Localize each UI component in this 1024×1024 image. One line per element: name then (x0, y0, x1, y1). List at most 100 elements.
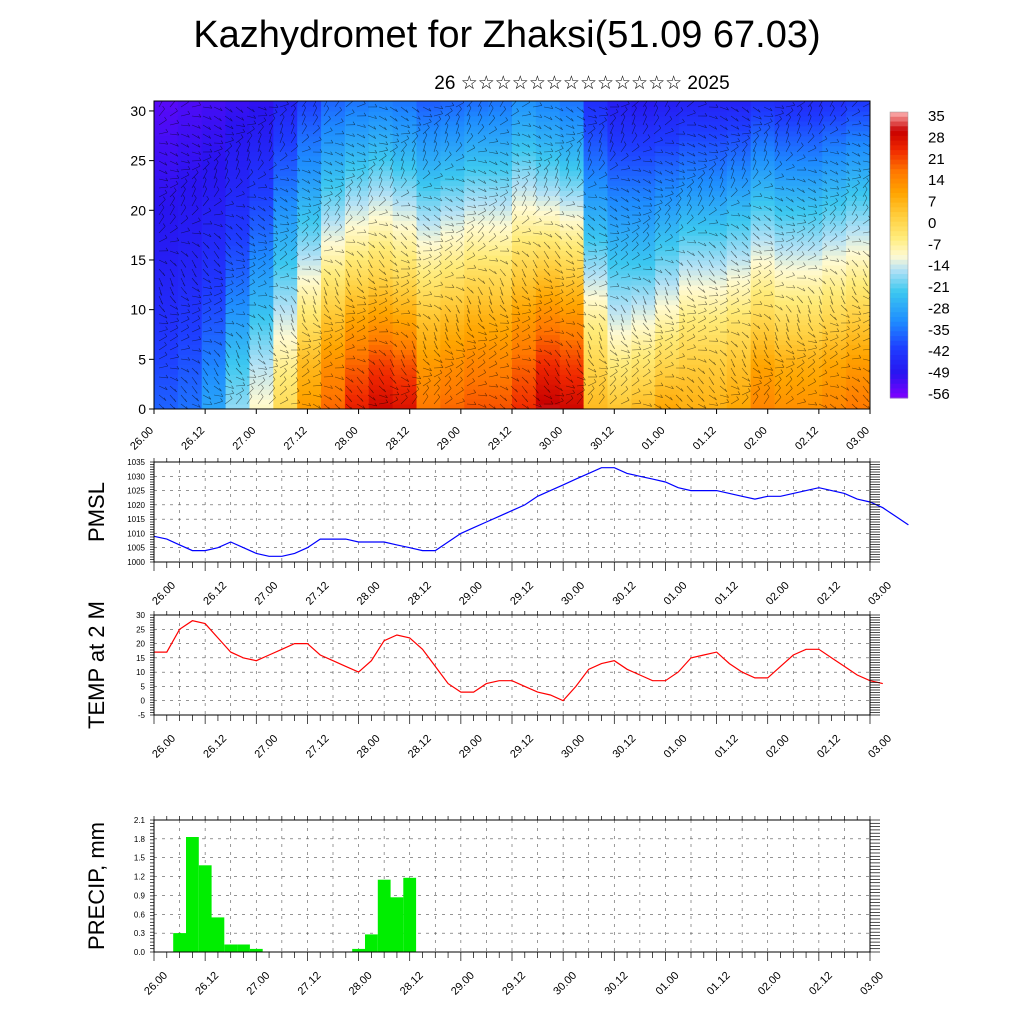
profile-cell (154, 120, 179, 127)
wind-barb (741, 152, 746, 162)
wind-barb-flag (742, 149, 746, 153)
profile-cell (368, 230, 394, 236)
profile-cell (726, 220, 752, 226)
wind-barb-flag (481, 96, 483, 99)
profile-cell (583, 220, 609, 226)
profile-cell (846, 135, 870, 142)
wind-barb (609, 134, 613, 144)
profile-cell (774, 314, 799, 321)
profile-cell (655, 379, 680, 385)
profile-cell (679, 200, 704, 206)
wind-barb-flag (570, 188, 574, 192)
profile-cell (583, 130, 609, 137)
wind-barb (807, 187, 816, 193)
wind-barb-flag (722, 186, 725, 190)
profile-cell (583, 269, 609, 276)
profile-cell (297, 130, 322, 137)
profile-cell (464, 195, 489, 201)
profile-fill (154, 101, 870, 409)
wind-barb-flag (391, 176, 395, 180)
wind-barb (554, 133, 564, 138)
wind-barb-flag (725, 126, 728, 131)
wind-barb (708, 198, 715, 207)
wind-barb-flag (693, 160, 696, 164)
profile-cell (655, 274, 680, 281)
profile-cell (201, 230, 227, 236)
profile-cell (679, 299, 704, 306)
profile-cell (655, 309, 680, 316)
profile-cell (512, 269, 537, 276)
profile-cell (559, 339, 585, 346)
profile-cell (416, 130, 441, 137)
profile-cell (655, 255, 680, 261)
wind-barb (620, 187, 630, 193)
profile-cell (416, 369, 441, 375)
profile-cell (368, 304, 394, 311)
wind-barb (840, 191, 849, 198)
profile-cell (297, 205, 322, 211)
profile-cell (607, 215, 632, 221)
profile-cell (201, 170, 227, 177)
profile-cell (774, 200, 799, 206)
profile-cell (726, 279, 752, 286)
wind-barb-flag (308, 145, 311, 150)
profile-cell (726, 230, 752, 236)
profile-cell (201, 334, 227, 341)
profile-cell (154, 289, 179, 296)
profile-cell (726, 110, 752, 117)
profile-cell (583, 329, 609, 336)
profile-cell (225, 344, 251, 350)
wind-barb-flag (341, 118, 344, 122)
profile-cell (559, 279, 585, 286)
profile-cell (201, 190, 227, 196)
profile-cell (750, 359, 776, 365)
profile-cell (488, 349, 513, 355)
profile-cell (273, 255, 298, 261)
wind-barb (246, 143, 251, 153)
wind-barb (224, 152, 230, 162)
wind-barb-flag (572, 201, 576, 205)
profile-cell (798, 110, 823, 117)
profile-cell (368, 404, 394, 409)
wind-barb (213, 133, 223, 138)
profile-cell (464, 255, 489, 261)
wind-barb-flag (710, 176, 713, 180)
profile-cell (631, 215, 656, 221)
profile-cell (177, 190, 203, 196)
profile-cell (512, 314, 537, 321)
profile-cell (297, 145, 322, 152)
wind-barb-flag (380, 167, 383, 171)
profile-cell (583, 394, 609, 400)
wind-barb (642, 107, 647, 117)
wind-barb-flag (517, 143, 520, 147)
profile-cell (368, 314, 394, 321)
profile-cell (559, 185, 585, 192)
wind-barb-flag (183, 186, 186, 190)
wind-barb (631, 178, 641, 184)
profile-cell (416, 324, 441, 331)
wind-barb (257, 115, 268, 117)
profile-cell (273, 294, 298, 301)
wind-barb (708, 164, 717, 171)
wind-barb-flag (766, 159, 770, 163)
wind-barb (686, 160, 696, 165)
wind-barb (554, 124, 563, 131)
profile-cell (488, 329, 513, 336)
profile-cell (488, 354, 513, 360)
wind-barb (851, 182, 860, 189)
profile-cell (822, 205, 847, 211)
wind-barb-flag (581, 178, 584, 183)
profile-cell (846, 309, 870, 316)
wind-barb (499, 178, 509, 181)
wind-barb (444, 154, 452, 162)
wind-barb-flag (164, 162, 168, 166)
profile-cell (750, 130, 776, 137)
wind-barb-flag (285, 188, 289, 193)
wind-barb (378, 133, 388, 139)
profile-cell (488, 344, 513, 350)
profile-cell (201, 294, 227, 301)
profile-cell (297, 364, 322, 370)
profile-cell (177, 115, 203, 122)
profile-cell (631, 145, 656, 152)
profile-cell (177, 334, 203, 341)
